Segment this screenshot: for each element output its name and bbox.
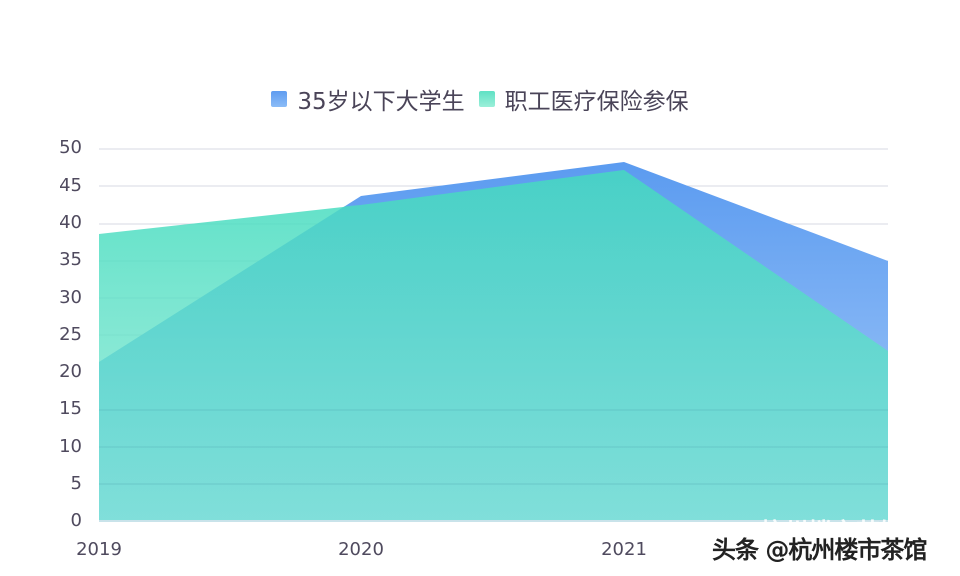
y-tick: 15 [59, 398, 82, 419]
x-tick: 2019 [76, 539, 122, 560]
legend-item-students[interactable]: 35岁以下大学生 [271, 82, 465, 116]
x-tick: 2021 [601, 539, 647, 560]
watermark-ghost-text: 杭州楼市茶馆 [760, 518, 904, 546]
legend-item-insurance[interactable]: 职工医疗保险参保 [478, 82, 689, 116]
x-tick: 2020 [338, 539, 384, 560]
y-tick: 10 [59, 436, 82, 457]
y-tick: 0 [70, 510, 82, 531]
watermark-text: 头条 @杭州楼市茶馆 [712, 536, 927, 564]
series-overlap-area [99, 170, 888, 521]
legend-label: 35岁以下大学生 [297, 89, 465, 115]
legend-label: 职工医疗保险参保 [504, 89, 689, 115]
chart-legend: 35岁以下大学生 职工医疗保险参保 [0, 82, 960, 116]
y-tick: 20 [59, 361, 82, 382]
y-tick: 30 [59, 287, 82, 308]
y-tick: 5 [70, 473, 82, 494]
y-tick: 35 [59, 249, 82, 270]
legend-swatch-blue [271, 91, 288, 107]
y-tick: 25 [59, 324, 82, 345]
y-tick: 45 [59, 175, 82, 196]
y-tick: 40 [59, 212, 82, 233]
legend-swatch-teal [478, 91, 495, 107]
y-tick: 50 [59, 137, 82, 158]
